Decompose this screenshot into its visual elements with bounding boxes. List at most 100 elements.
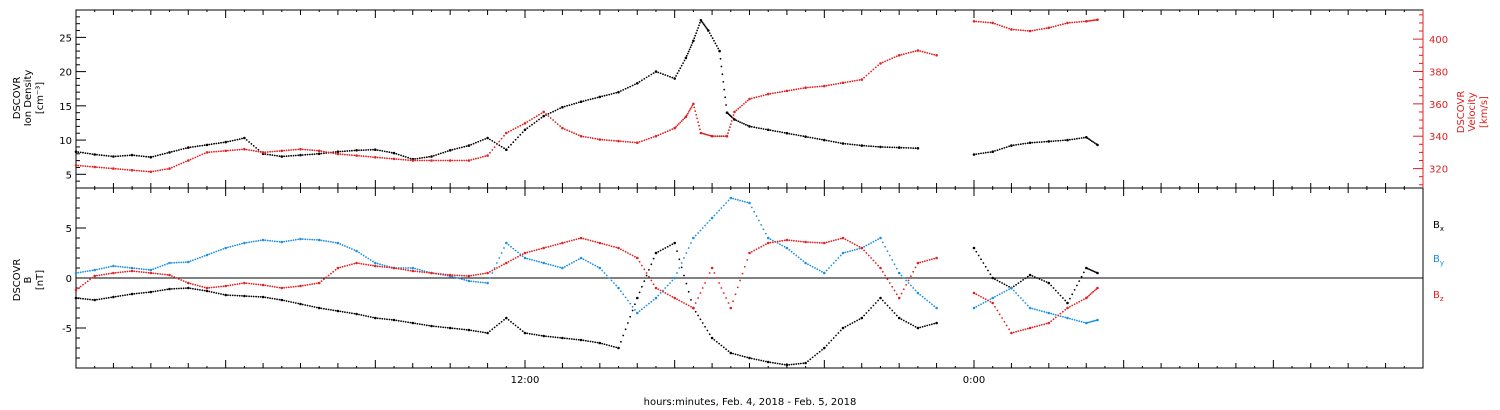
trail-velocity <box>835 83 837 85</box>
trail-by <box>790 250 793 253</box>
trail-by <box>1078 320 1081 322</box>
trail-by <box>888 254 891 257</box>
trail-by <box>229 245 232 248</box>
trail-bz <box>330 272 332 275</box>
trail-density <box>145 155 148 158</box>
trail-bx <box>273 298 276 300</box>
trail-bz <box>837 238 840 241</box>
point-bx <box>299 302 302 306</box>
trail-bz <box>676 298 678 301</box>
point-bx <box>243 294 246 298</box>
trail-bz <box>96 274 98 277</box>
trail-density <box>313 153 316 156</box>
trail-velocity <box>696 117 698 120</box>
trail-velocity <box>442 159 445 162</box>
point-bz <box>1096 286 1099 290</box>
trail-bx <box>919 326 922 329</box>
trail-velocity <box>713 135 715 138</box>
trail-bx <box>998 280 1001 283</box>
trail-bz <box>484 272 487 275</box>
trail-bx <box>727 350 730 352</box>
point-velocity <box>579 134 583 138</box>
point-bx <box>224 293 227 297</box>
trail-by <box>931 303 933 306</box>
trail-by <box>365 256 367 258</box>
point-density <box>355 149 358 152</box>
trail-velocity <box>175 164 178 167</box>
trail-density <box>128 154 131 157</box>
point-bz <box>1010 331 1013 335</box>
trail-bz <box>844 238 847 241</box>
trail-density <box>835 141 837 144</box>
trail-density <box>269 153 271 156</box>
trail-bz <box>135 270 138 273</box>
trail-velocity <box>1062 23 1064 26</box>
trail-bz <box>776 240 779 243</box>
trail-bx <box>138 292 141 295</box>
point-by <box>972 306 976 310</box>
trail-by <box>858 247 861 250</box>
trail-bz <box>727 302 730 304</box>
trail-velocity <box>589 136 592 139</box>
point-bz <box>804 240 807 244</box>
trail-bz <box>470 274 473 277</box>
trail-bx <box>884 302 886 304</box>
trail-density <box>704 25 707 28</box>
point-by <box>542 261 545 265</box>
trail-velocity <box>510 129 512 132</box>
trail-density <box>231 139 234 142</box>
trail-bx <box>238 294 241 297</box>
trail-velocity <box>680 120 683 122</box>
point-bx <box>467 328 471 332</box>
trail-velocity <box>528 119 531 122</box>
trail-velocity <box>795 88 798 91</box>
trail-velocity <box>832 83 835 86</box>
trail-bz <box>472 274 475 277</box>
trail-density <box>688 48 691 51</box>
trail-density <box>629 85 632 88</box>
point-bz <box>261 283 265 287</box>
trail-bz <box>620 248 622 251</box>
trail-by <box>697 232 699 234</box>
trail-bz <box>400 268 402 270</box>
trail-bz <box>442 273 445 276</box>
point-bz <box>317 281 321 285</box>
trail-velocity <box>872 68 875 71</box>
trail-velocity <box>926 52 929 54</box>
trail-density <box>278 155 281 158</box>
trail-density <box>987 151 989 154</box>
trail-by <box>535 260 538 262</box>
trail-density <box>119 155 122 157</box>
trail-density <box>105 154 108 157</box>
trail-velocity <box>390 157 393 160</box>
trail-by <box>1054 314 1057 316</box>
trail-velocity <box>178 163 180 166</box>
trail-by <box>180 261 183 264</box>
trail-by <box>989 298 992 301</box>
point-bx <box>149 290 153 294</box>
trail-by <box>1043 310 1046 313</box>
trail-velocity <box>250 149 253 152</box>
trail-bz <box>199 285 201 287</box>
trail-bz <box>142 271 145 274</box>
trail-by <box>1069 317 1071 320</box>
trail-bx <box>171 288 173 290</box>
trail-bz <box>138 270 141 273</box>
trail-by <box>926 299 929 302</box>
trail-bz <box>678 299 681 302</box>
trail-velocity <box>893 56 896 59</box>
trail-bx <box>423 324 426 326</box>
trail-by <box>1015 292 1017 294</box>
trail-by <box>98 268 101 270</box>
trail-by <box>680 262 683 264</box>
trail-bx <box>346 311 349 314</box>
trail-bx <box>185 287 187 289</box>
trail-bz <box>533 249 536 252</box>
trail-velocity <box>273 150 276 153</box>
trail-density <box>453 148 456 151</box>
trail-bx <box>114 295 117 298</box>
trail-bz <box>888 282 891 284</box>
trail-velocity <box>1015 28 1017 31</box>
point-velocity <box>523 122 527 125</box>
